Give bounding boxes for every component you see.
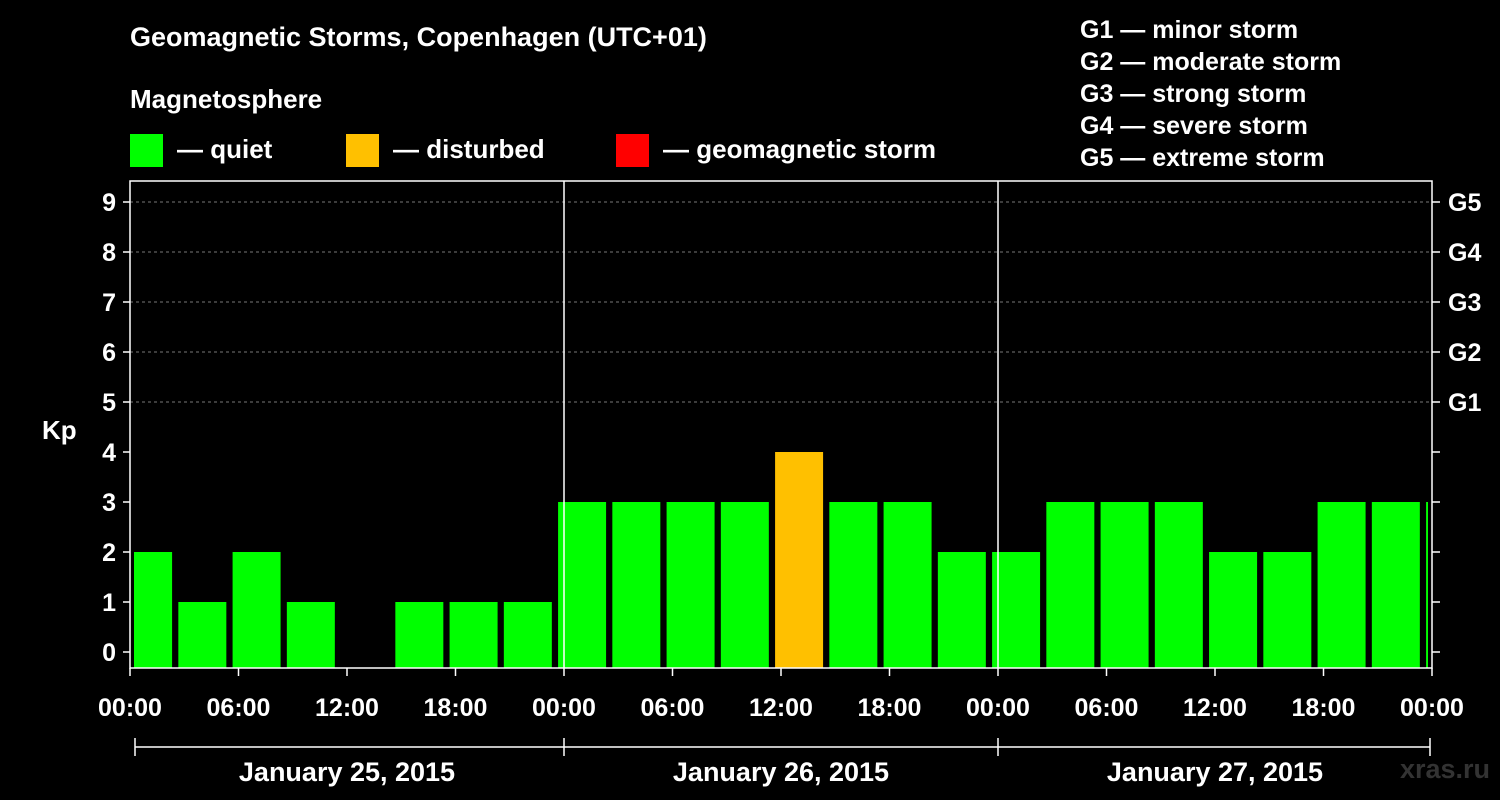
storm-scale-g3: G3 — strong storm bbox=[1080, 80, 1307, 108]
y-axis-label: Kp bbox=[42, 415, 77, 445]
right-axis-label-g1: G1 bbox=[1448, 389, 1481, 417]
y-tick-label-3: 3 bbox=[102, 489, 116, 517]
bar-2 bbox=[232, 552, 281, 668]
x-tick-label-6: 12:00 bbox=[749, 694, 813, 722]
bar-22 bbox=[1317, 502, 1366, 668]
bar-15 bbox=[937, 552, 986, 668]
bar-11 bbox=[720, 502, 769, 668]
y-tick-label-6: 6 bbox=[102, 339, 116, 367]
right-axis-label-g5: G5 bbox=[1448, 189, 1481, 217]
right-axis-label-g4: G4 bbox=[1448, 239, 1481, 267]
legend-label-disturbed: — disturbed bbox=[393, 134, 545, 164]
x-tick-label-9: 06:00 bbox=[1075, 694, 1139, 722]
bar-14 bbox=[883, 502, 932, 668]
bar-17 bbox=[1046, 502, 1095, 668]
x-tick-label-8: 00:00 bbox=[966, 694, 1030, 722]
x-tick-label-4: 00:00 bbox=[532, 694, 596, 722]
y-tick-label-8: 8 bbox=[102, 239, 116, 267]
storm-scale-g2: G2 — moderate storm bbox=[1080, 48, 1342, 76]
x-tick-label-3: 18:00 bbox=[424, 694, 488, 722]
bar-10 bbox=[666, 502, 715, 668]
day-label-2: January 27, 2015 bbox=[1107, 757, 1323, 787]
x-tick-label-5: 06:00 bbox=[641, 694, 705, 722]
bar-1 bbox=[178, 602, 227, 668]
storm-scale-g4: G4 — severe storm bbox=[1080, 112, 1308, 140]
bar-6 bbox=[449, 602, 498, 668]
bar-9 bbox=[612, 502, 661, 668]
bar-5 bbox=[395, 602, 444, 668]
bar-7 bbox=[503, 602, 552, 668]
right-axis-label-g2: G2 bbox=[1448, 339, 1481, 367]
legend-swatch-disturbed bbox=[346, 134, 379, 167]
bar-12 bbox=[775, 452, 824, 668]
right-axis-label-g3: G3 bbox=[1448, 289, 1481, 317]
storm-scale-g1: G1 — minor storm bbox=[1080, 16, 1299, 44]
x-tick-label-1: 06:00 bbox=[207, 694, 271, 722]
bar-20 bbox=[1209, 552, 1258, 668]
y-tick-label-5: 5 bbox=[102, 389, 116, 417]
y-tick-label-2: 2 bbox=[102, 539, 116, 567]
bar-0 bbox=[134, 552, 173, 668]
x-tick-label-11: 18:00 bbox=[1292, 694, 1356, 722]
watermark: xras.ru bbox=[1399, 754, 1490, 784]
y-tick-label-1: 1 bbox=[102, 589, 116, 617]
legend-swatch-quiet bbox=[130, 134, 163, 167]
x-tick-label-10: 12:00 bbox=[1183, 694, 1247, 722]
y-tick-label-0: 0 bbox=[102, 639, 116, 667]
legend-swatch-storm bbox=[616, 134, 649, 167]
x-tick-label-7: 18:00 bbox=[858, 694, 922, 722]
y-tick-label-4: 4 bbox=[102, 439, 116, 467]
bar-19 bbox=[1154, 502, 1203, 668]
bar-18 bbox=[1100, 502, 1149, 668]
bar-13 bbox=[829, 502, 878, 668]
bar-8 bbox=[558, 502, 607, 668]
storm-scale-legend: G1 — minor storm G2 — moderate storm G3 … bbox=[1080, 14, 1341, 174]
legend-label-quiet: — quiet bbox=[177, 134, 273, 164]
chart-subtitle: Magnetosphere bbox=[130, 84, 323, 114]
day-label-0: January 25, 2015 bbox=[239, 757, 455, 787]
legend-label-storm: — geomagnetic storm bbox=[663, 134, 937, 164]
bar-23 bbox=[1371, 502, 1420, 668]
bar-21 bbox=[1263, 552, 1312, 668]
x-tick-label-0: 00:00 bbox=[98, 694, 162, 722]
y-tick-label-9: 9 bbox=[102, 189, 116, 217]
bar-3 bbox=[286, 602, 335, 668]
x-tick-label-12: 00:00 bbox=[1400, 694, 1464, 722]
chart-title: Geomagnetic Storms, Copenhagen (UTC+01) bbox=[130, 22, 707, 52]
day-label-1: January 26, 2015 bbox=[673, 757, 889, 787]
bar-24 bbox=[1426, 502, 1428, 668]
x-tick-label-2: 12:00 bbox=[315, 694, 379, 722]
bar-16 bbox=[992, 552, 1041, 668]
storm-scale-g5: G5 — extreme storm bbox=[1080, 144, 1325, 172]
y-tick-label-7: 7 bbox=[102, 289, 116, 317]
